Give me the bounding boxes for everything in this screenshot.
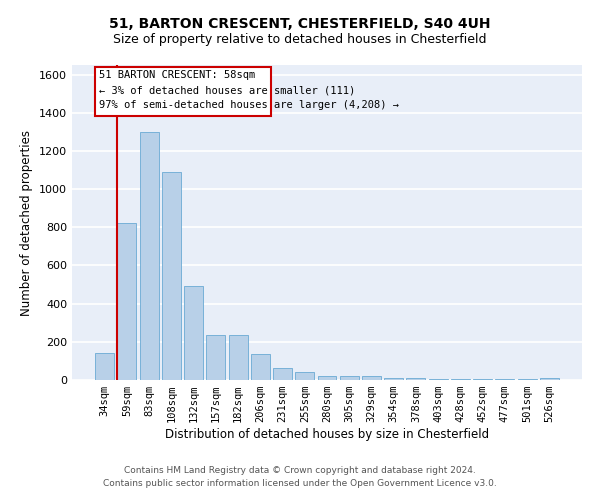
Bar xyxy=(162,172,181,380)
Bar xyxy=(95,354,114,380)
Bar xyxy=(406,378,425,380)
Bar xyxy=(295,372,314,380)
Text: Size of property relative to detached houses in Chesterfield: Size of property relative to detached ho… xyxy=(113,32,487,46)
Bar xyxy=(229,335,248,380)
Bar xyxy=(317,376,337,380)
Text: 97% of semi-detached houses are larger (4,208) →: 97% of semi-detached houses are larger (… xyxy=(98,100,398,110)
Bar xyxy=(340,376,359,380)
Bar xyxy=(540,378,559,380)
Bar xyxy=(140,132,158,380)
Y-axis label: Number of detached properties: Number of detached properties xyxy=(20,130,34,316)
Bar xyxy=(518,379,536,380)
Bar xyxy=(184,286,203,380)
Text: 51, BARTON CRESCENT, CHESTERFIELD, S40 4UH: 51, BARTON CRESCENT, CHESTERFIELD, S40 4… xyxy=(109,18,491,32)
Text: Contains HM Land Registry data © Crown copyright and database right 2024.
Contai: Contains HM Land Registry data © Crown c… xyxy=(103,466,497,487)
Bar xyxy=(251,354,270,380)
Bar xyxy=(473,379,492,380)
Text: 51 BARTON CRESCENT: 58sqm: 51 BARTON CRESCENT: 58sqm xyxy=(98,70,255,81)
Bar xyxy=(273,368,292,380)
FancyBboxPatch shape xyxy=(95,67,271,116)
Bar xyxy=(206,335,225,380)
Bar xyxy=(362,376,381,380)
Bar xyxy=(451,379,470,380)
Bar xyxy=(429,379,448,380)
Text: ← 3% of detached houses are smaller (111): ← 3% of detached houses are smaller (111… xyxy=(98,85,355,95)
X-axis label: Distribution of detached houses by size in Chesterfield: Distribution of detached houses by size … xyxy=(165,428,489,441)
Bar xyxy=(384,378,403,380)
Bar xyxy=(118,224,136,380)
Bar xyxy=(496,379,514,380)
